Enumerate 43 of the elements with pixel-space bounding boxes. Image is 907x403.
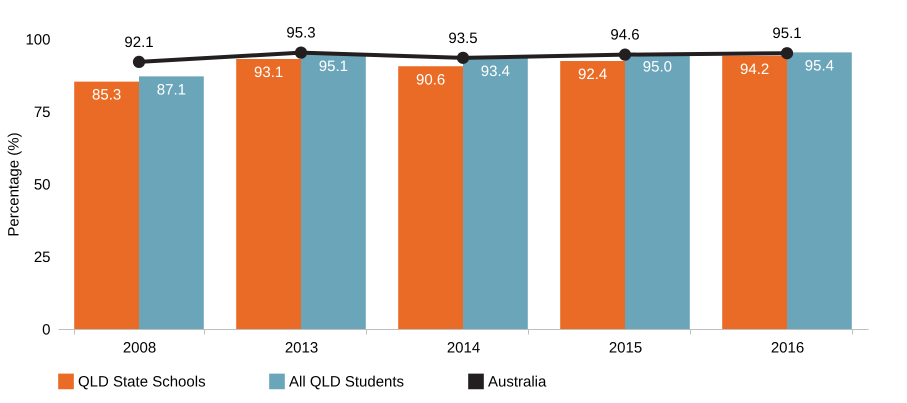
- data-label: 93.4: [480, 63, 510, 80]
- point: [780, 47, 794, 60]
- data-label: 92.4: [578, 66, 608, 84]
- data-label: 93.1: [254, 64, 284, 82]
- point: [618, 48, 632, 61]
- bar: [301, 53, 366, 329]
- bar: [236, 59, 301, 329]
- bar: [560, 61, 625, 329]
- data-label: 92.1: [124, 34, 154, 51]
- point: [294, 46, 308, 59]
- bar: [787, 52, 852, 329]
- y-tick-label: 100: [25, 32, 50, 48]
- y-tick-label: 75: [34, 104, 50, 121]
- data-label: 95.3: [286, 24, 316, 42]
- bar: [463, 58, 528, 329]
- data-label: 95.4: [804, 57, 834, 74]
- x-tick-label: 2016: [770, 340, 804, 356]
- legend-label: QLD State Schools: [78, 373, 206, 390]
- data-label: 90.6: [416, 71, 446, 88]
- data-label: 94.6: [610, 26, 640, 44]
- data-label: 93.5: [448, 30, 478, 47]
- x-tick-label: 2008: [122, 340, 156, 356]
- y-tick-label: 0: [42, 322, 50, 338]
- y-tick-label: 50: [34, 176, 50, 194]
- data-label: 94.2: [740, 60, 770, 78]
- bar: [139, 76, 204, 329]
- bar: [722, 56, 787, 329]
- x-tick-label: 2013: [284, 340, 318, 356]
- data-label: 95.0: [642, 58, 672, 76]
- point: [132, 56, 146, 68]
- data-label: 87.1: [156, 81, 186, 98]
- legend-label: Australia: [488, 373, 548, 390]
- point: [456, 52, 470, 64]
- x-tick-label: 2015: [608, 340, 642, 356]
- y-tick-label: 25: [34, 249, 50, 266]
- bar: [398, 66, 463, 329]
- data-label: 95.1: [772, 25, 802, 42]
- bar: [74, 82, 139, 329]
- data-label: 85.3: [92, 86, 122, 104]
- data-label: 95.1: [318, 58, 348, 76]
- x-tick-label: 2014: [446, 340, 480, 356]
- y-axis-title: Percentage (%): [5, 132, 22, 237]
- legend-label: All QLD Students: [289, 373, 404, 390]
